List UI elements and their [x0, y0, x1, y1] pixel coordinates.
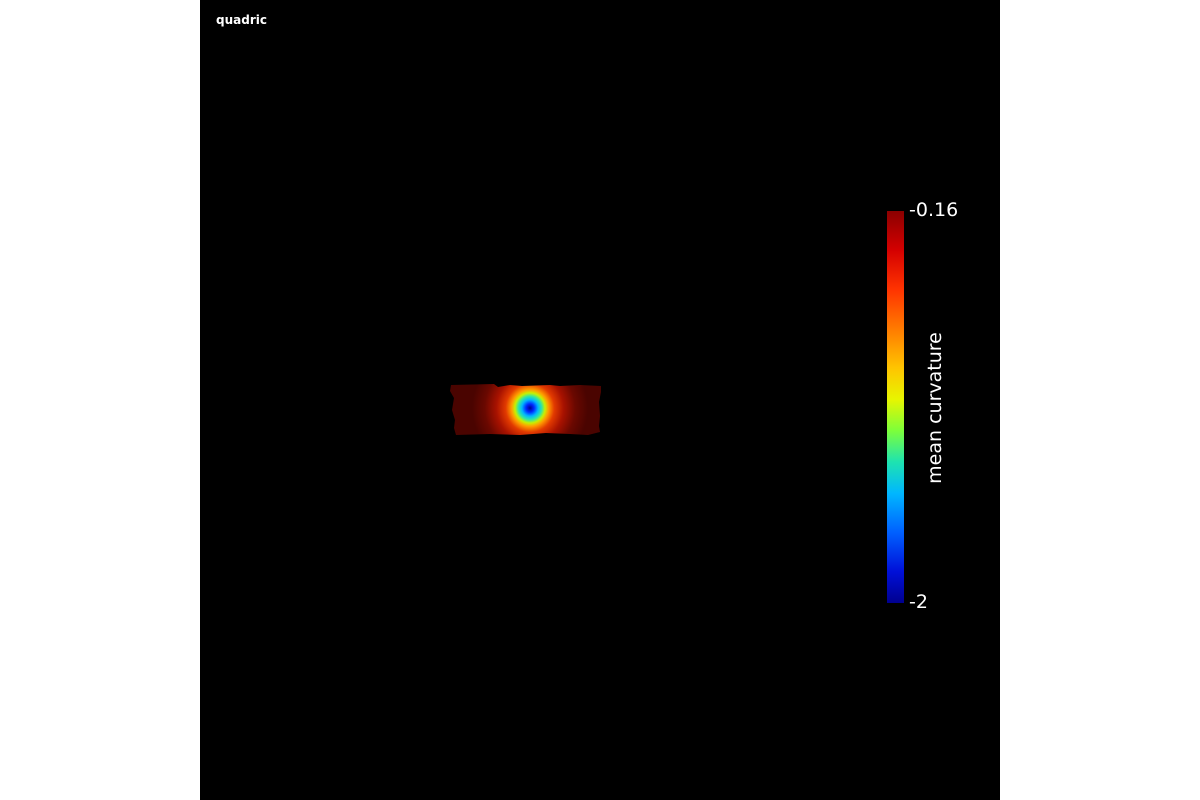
plot-title: quadric	[216, 13, 267, 27]
colorbar-min-label: -2	[909, 591, 928, 613]
colorbar-title: mean curvature	[924, 332, 946, 484]
quadric-surface	[450, 384, 601, 435]
colorbar-max-label: -0.16	[909, 199, 959, 221]
surface-mesh	[450, 384, 601, 435]
render-viewport[interactable]: quadric -0.16 -2 mean curvature	[200, 0, 1000, 800]
colorbar-gradient	[887, 211, 904, 603]
